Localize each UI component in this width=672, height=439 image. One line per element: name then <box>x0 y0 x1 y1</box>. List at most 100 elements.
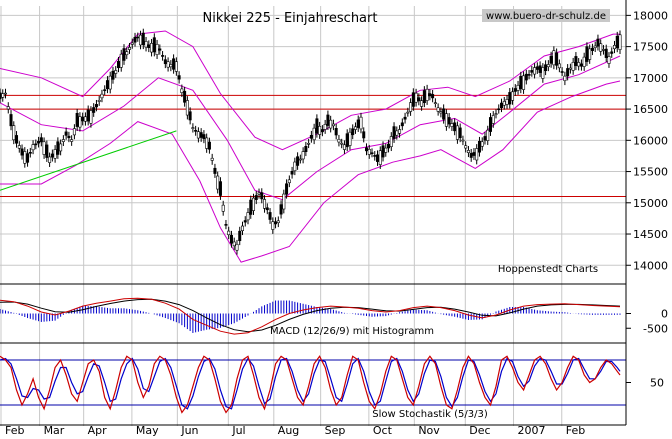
price-candle <box>285 183 289 195</box>
price-candle <box>555 52 559 66</box>
price-candle <box>92 107 96 113</box>
price-candle <box>70 139 74 142</box>
price-candle <box>455 125 459 140</box>
chart-title: Nikkei 225 - Einjahreschart <box>203 11 378 26</box>
price-candle <box>293 161 297 172</box>
price-candle <box>461 139 465 142</box>
price-candle <box>42 141 46 155</box>
price-candle <box>28 151 32 154</box>
price-candle <box>136 36 140 39</box>
price-candle <box>218 181 222 196</box>
price-candle <box>568 67 572 70</box>
price-tick-label: 18000 <box>633 9 668 22</box>
price-candle <box>183 90 187 103</box>
price-candle <box>400 122 404 127</box>
price-candle <box>290 170 294 175</box>
price-candle <box>417 97 421 102</box>
price-candle <box>442 108 446 120</box>
price-candle <box>152 37 156 53</box>
price-candle <box>392 126 396 139</box>
price-candle <box>207 141 211 150</box>
price-candle <box>100 93 104 99</box>
macd-tick-label: -500 <box>643 322 668 335</box>
price-candle <box>422 90 426 104</box>
macd-label: MACD (12/26/9) mit Histogramm <box>270 326 434 337</box>
price-candle <box>409 102 413 112</box>
macd-signal-line <box>0 298 621 333</box>
macd-panel <box>0 297 621 335</box>
price-candle <box>472 152 476 156</box>
price-tick-label: 15500 <box>633 166 668 179</box>
price-candle <box>494 113 498 115</box>
price-candle <box>139 34 143 46</box>
price-candle <box>439 111 443 114</box>
price-candle <box>607 56 611 64</box>
price-candle <box>61 139 65 142</box>
price-candle <box>31 144 35 151</box>
price-candle <box>612 45 616 50</box>
x-tick-label: May <box>136 424 159 437</box>
x-tick-label: Jun <box>180 424 198 437</box>
price-candle <box>166 61 170 68</box>
stochastic-d-line <box>0 357 621 410</box>
price-candle <box>158 48 162 51</box>
time-axis-ticks: Feb Mar Apr May Jun Jul Aug Sep Oct Nov Dec 2007 Feb <box>5 424 585 437</box>
price-candle <box>585 46 589 62</box>
price-candle <box>356 119 360 128</box>
price-series <box>0 28 622 263</box>
price-candle <box>254 195 258 201</box>
price-candle <box>593 45 597 48</box>
price-candle <box>287 179 291 184</box>
axes <box>0 0 631 426</box>
price-candle <box>541 67 545 79</box>
credit-label: Hoppenstedt Charts <box>498 264 598 275</box>
price-candle <box>320 129 324 133</box>
price-candle <box>298 158 302 161</box>
price-candle <box>144 41 148 48</box>
series-bollinger-unten <box>0 80 621 263</box>
price-candle <box>353 126 357 130</box>
price-candle <box>588 48 592 60</box>
price-candle <box>216 175 220 190</box>
price-candle <box>213 167 217 174</box>
price-candle <box>447 117 451 125</box>
price-candle <box>0 92 2 100</box>
price-candle <box>133 36 137 43</box>
price-candle <box>497 108 501 111</box>
price-candle <box>563 75 567 82</box>
price-candle <box>210 157 214 161</box>
x-tick-label: Apr <box>88 424 108 437</box>
price-candle <box>180 88 184 93</box>
price-candle <box>97 99 101 102</box>
price-candle <box>224 224 228 226</box>
price-candle <box>571 62 575 71</box>
price-tick-label: 14000 <box>633 259 668 272</box>
price-candle <box>544 64 548 72</box>
price-candle <box>323 124 327 130</box>
price-candle <box>34 143 38 146</box>
price-candle <box>125 51 129 56</box>
price-candle <box>276 220 280 224</box>
price-candle <box>163 59 167 65</box>
price-candle <box>364 147 368 152</box>
stochastic-panel <box>0 355 626 414</box>
price-candle <box>229 234 233 244</box>
price-candle <box>381 145 385 158</box>
price-candle <box>103 89 107 92</box>
price-candle <box>367 148 371 155</box>
price-candle <box>205 137 209 149</box>
price-candle <box>271 221 275 230</box>
price-candle <box>72 128 76 136</box>
price-candle <box>48 156 52 163</box>
price-candle <box>185 100 189 116</box>
price-candle <box>128 47 132 50</box>
price-candle <box>94 104 98 108</box>
price-candle <box>444 113 448 127</box>
price-candle <box>309 135 313 139</box>
price-candle <box>458 127 462 139</box>
price-candle <box>199 132 203 138</box>
price-candle <box>315 118 319 134</box>
price-candle <box>147 44 151 49</box>
price-candle <box>342 144 346 150</box>
